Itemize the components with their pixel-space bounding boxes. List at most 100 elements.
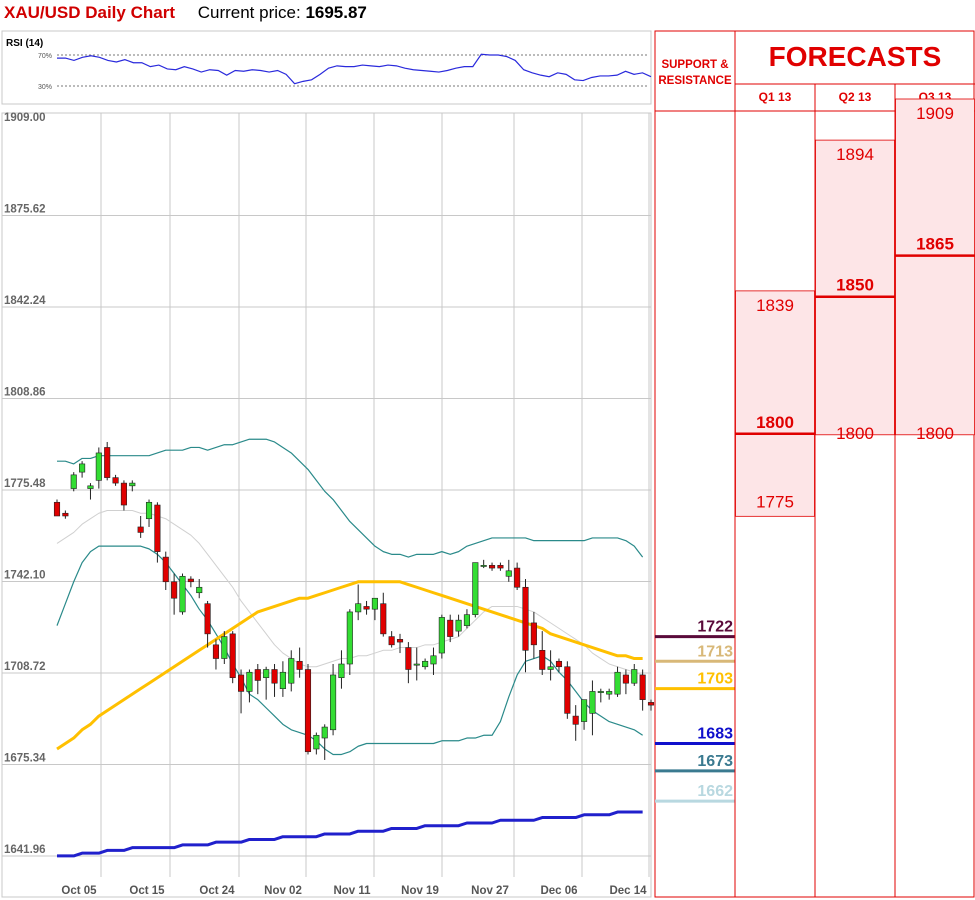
chart-header: XAU/USD Daily Chart Current price: 1695.… [4,3,367,23]
sr-level-label: 1703 [697,671,733,688]
candle-down [564,666,571,714]
candle-up [413,663,420,666]
y-tick-label: 1842.24 [4,295,46,307]
candle-up [480,565,487,567]
candle-down [622,674,629,684]
candle-up [463,614,470,626]
sr-title-line1: SUPPORT & [661,59,728,71]
candle-up [589,691,596,714]
candle-down [154,504,161,552]
chart-title: XAU/USD Daily Chart [4,3,175,22]
forecast-range [895,98,975,436]
y-tick-label: 1708.72 [4,661,46,673]
sr-level-label: 1662 [697,783,733,800]
rsi-lower-label: 30% [38,84,52,91]
candle-down [447,619,454,637]
candle-up [472,562,479,615]
candle-up [597,691,604,693]
candle-down [380,603,387,635]
candle-down [171,581,178,599]
rsi-label: RSI (14) [6,38,43,49]
sr-title-line2: RESISTANCE [658,75,732,87]
candle-down [555,660,563,668]
current-price-value: 1695.87 [305,3,367,22]
sr-level-label: 1673 [697,753,733,770]
x-tick-label: Dec 06 [540,885,577,897]
candle-up [346,611,353,665]
candle-up [371,597,378,610]
candle-down [363,606,370,610]
sr-level-label: 1713 [697,643,733,660]
candle-down [238,674,245,692]
forecast-high: 1909 [916,104,954,123]
candle-down [187,578,194,583]
candle-up [87,485,94,489]
candle-up [279,671,286,689]
candle-up [581,699,588,722]
x-tick-label: Oct 15 [129,885,165,897]
candle-up [547,666,554,670]
sma-line [57,810,643,858]
candle-up [79,463,86,473]
candle-down [53,501,61,517]
forecast-low: 1775 [756,492,794,511]
candle-up [246,671,253,692]
candle-down [497,565,504,569]
candle-down [522,586,529,651]
current-price-label: Current price: [197,3,301,22]
candle-up [430,655,437,665]
candle-up [330,674,337,731]
candle-down [204,603,211,635]
candle-up [95,452,102,481]
forecast-high: 1894 [836,145,874,164]
candle-down [254,669,261,681]
candle-down [539,650,546,670]
forecast-low: 1800 [836,424,874,443]
candle-up [505,570,512,577]
x-tick-label: Dec 14 [609,885,647,897]
candle-down [647,702,655,706]
candle-up [70,474,77,489]
forecast-low: 1800 [916,424,954,443]
y-tick-label: 1742.10 [4,570,46,582]
forecast-range [735,290,815,517]
x-tick-label: Nov 27 [471,885,509,897]
x-tick-label: Oct 05 [61,885,97,897]
candle-up [313,734,320,750]
forecast-mid: 1850 [836,276,874,295]
y-tick-label: 1875.62 [4,204,46,216]
y-tick-label: 1808.86 [4,387,46,399]
candle-up [179,575,186,613]
forecasts-title: FORECASTS [769,41,942,72]
candle-down [104,447,111,478]
candle-up [288,658,295,684]
sr-level-label: 1683 [697,726,733,743]
x-tick-label: Nov 11 [333,885,371,897]
forecast-quarter: Q1 13 [759,90,792,104]
candle-down [396,639,404,643]
forecast-high: 1839 [756,296,794,315]
candle-down [112,477,119,484]
candle-down [304,669,312,753]
candle-up [631,669,638,684]
candle-up [263,669,270,679]
candle-up [355,603,362,613]
bollinger-upper [57,438,644,558]
sr-level-label: 1722 [697,619,733,636]
candle-down [514,567,521,588]
candle-down [296,660,303,670]
candle-up [422,660,429,668]
candle-down [271,669,278,684]
forecast-mid: 1865 [916,235,954,254]
candle-down [388,636,395,646]
candle-up [614,671,621,695]
candle-down [162,556,169,583]
y-tick-label: 1675.34 [4,753,46,765]
candle-down [229,633,236,679]
y-tick-label: 1909.00 [4,112,46,124]
candle-down [212,644,220,659]
candle-down [405,647,412,670]
candle-down [488,565,496,569]
candle-up [196,586,203,594]
